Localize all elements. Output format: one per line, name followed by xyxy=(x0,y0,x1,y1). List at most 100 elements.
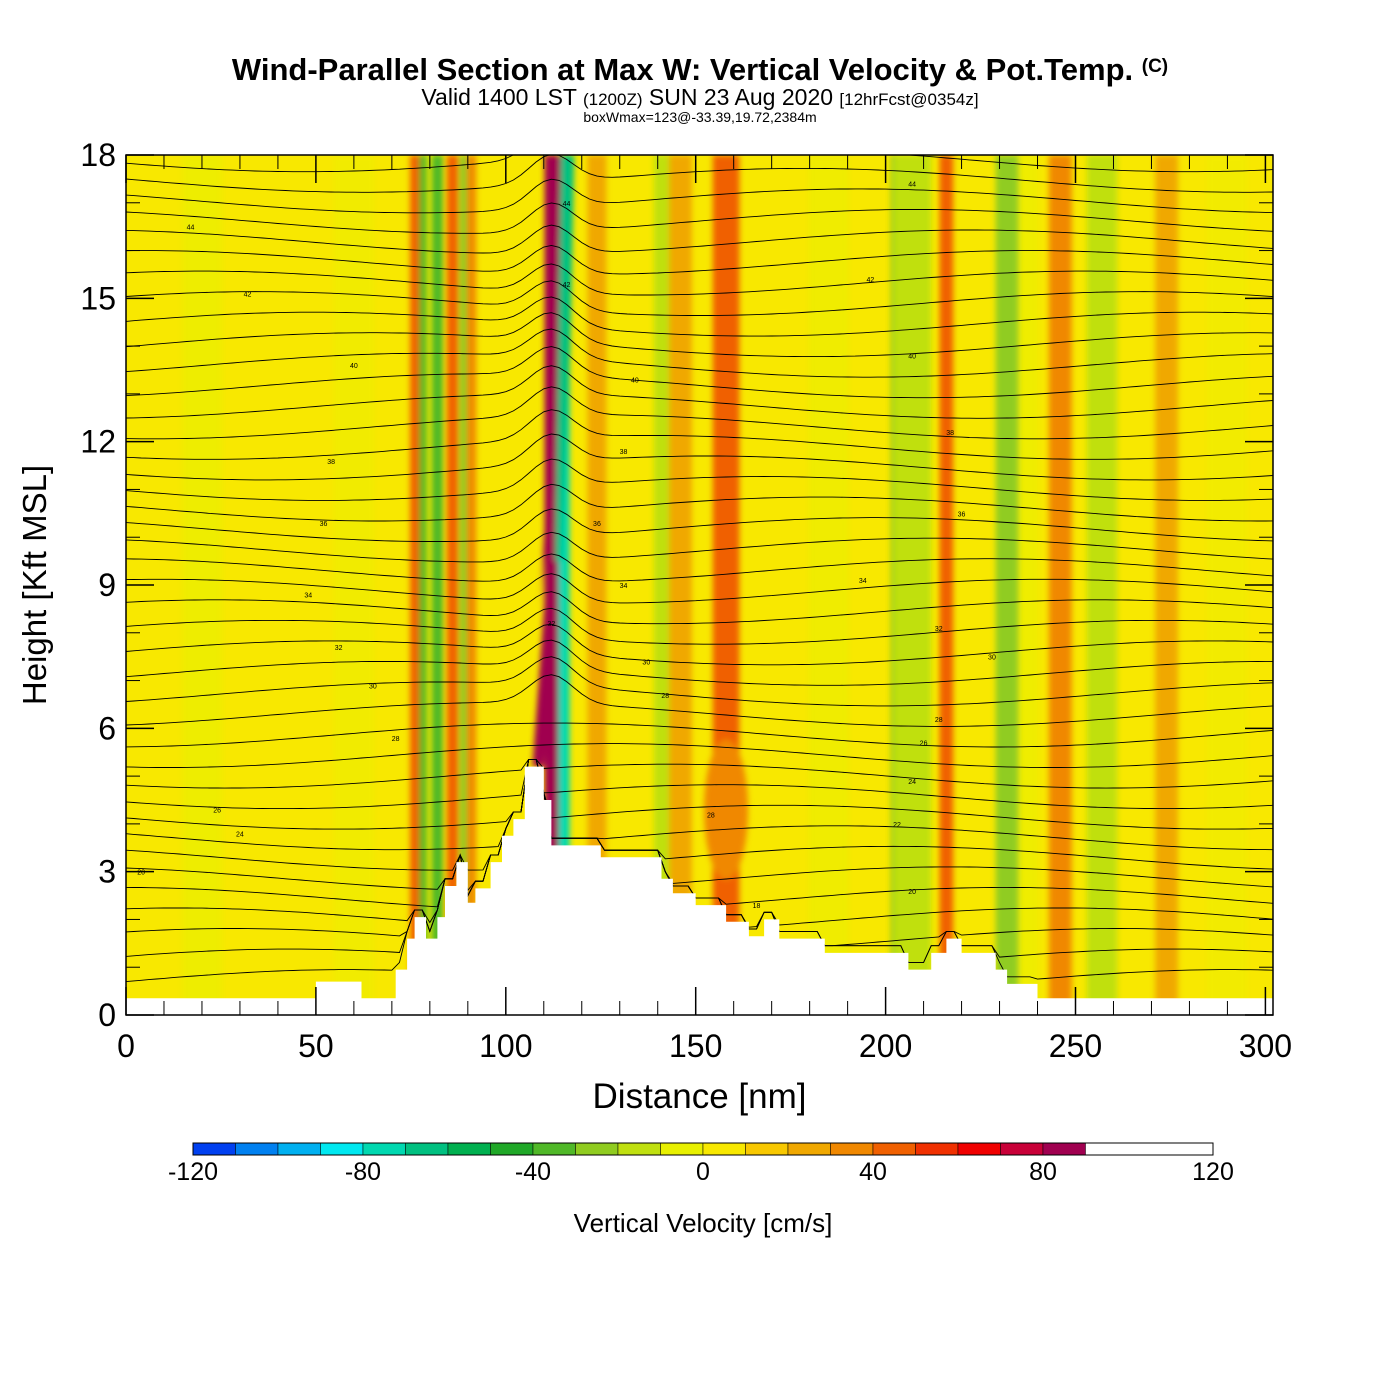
theta-contour-line xyxy=(126,433,1273,481)
colorbar-swatch xyxy=(1042,1142,1086,1156)
contour-label: 42 xyxy=(563,282,571,289)
y-tick-label: 9 xyxy=(98,567,116,603)
contour-label: 32 xyxy=(547,621,555,628)
colorbar-swatch xyxy=(362,1142,406,1156)
contour-label: 28 xyxy=(392,736,400,743)
updraft-band xyxy=(410,155,420,1015)
colorbar-tick-label: -120 xyxy=(168,1158,218,1186)
contour-label: 44 xyxy=(187,225,195,232)
y-tick-label: 12 xyxy=(80,424,116,460)
theta-contour-line xyxy=(126,365,1273,419)
theta-contour-line xyxy=(126,758,1273,810)
contour-label: 42 xyxy=(867,277,875,284)
theta-contour-line xyxy=(126,483,1273,522)
colorbar-label: Vertical Velocity [cm/s] xyxy=(574,1208,833,1238)
colorbar-swatch xyxy=(745,1142,789,1156)
theta-contour-line xyxy=(126,758,1273,871)
downdraft-band xyxy=(417,155,427,1015)
y-tick-label: 6 xyxy=(98,710,116,746)
theta-contour-line xyxy=(126,508,1273,542)
downdraft-band xyxy=(431,155,444,1015)
theta-contour-line xyxy=(126,280,1273,316)
colorbar-tick-label: -80 xyxy=(345,1158,381,1186)
contour-label: 28 xyxy=(661,693,669,700)
theta-contour-line xyxy=(126,591,1273,625)
colorbar-swatch xyxy=(235,1142,279,1156)
theta-contour-line xyxy=(126,409,1273,460)
contour-label: 42 xyxy=(244,292,252,299)
velocity-bands xyxy=(181,155,1248,1015)
colorbar-swatch xyxy=(660,1142,704,1156)
x-tick-label: 250 xyxy=(1049,1028,1102,1064)
terrain-mask xyxy=(126,766,1273,1015)
colorbar-tick-label: 40 xyxy=(859,1158,887,1186)
contour-label: 32 xyxy=(335,645,343,652)
contour-label: 24 xyxy=(908,779,916,786)
colorbar-tick-label: 80 xyxy=(1029,1158,1057,1186)
updraft-band xyxy=(939,155,954,1015)
theta-contour-line xyxy=(126,758,1273,789)
theta-contour-line xyxy=(126,758,1273,908)
terrain xyxy=(126,766,1273,1015)
contour-label: 22 xyxy=(893,822,901,829)
y-tick-label: 0 xyxy=(98,997,116,1033)
contour-label: 40 xyxy=(631,378,639,385)
theta-contour-line xyxy=(126,553,1273,582)
theta-contour-line xyxy=(126,573,1273,604)
core-updraft-max xyxy=(539,155,556,609)
theta-contour-line xyxy=(126,758,1273,851)
theta-contour-line xyxy=(126,674,1273,727)
contour-label: 40 xyxy=(350,363,358,370)
theta-contour-line xyxy=(126,296,1273,337)
contour-label: 18 xyxy=(753,903,761,910)
theta-contour-line xyxy=(126,328,1273,378)
colorbar-swatch xyxy=(575,1142,619,1156)
colorbar-tick-label: 120 xyxy=(1192,1158,1234,1186)
contour-label: 30 xyxy=(642,659,650,666)
colorbar-swatch xyxy=(447,1142,491,1156)
theta-contour-line xyxy=(126,202,1273,234)
x-tick-label: 50 xyxy=(298,1028,334,1064)
weak-downdraft-region xyxy=(1207,155,1248,1015)
theta-contour-line xyxy=(126,155,1273,173)
colorbar-frame xyxy=(192,1142,1214,1156)
theta-contour-line xyxy=(126,743,1273,768)
x-tick-label: 200 xyxy=(859,1028,912,1064)
copyright-mark: (C) xyxy=(1141,56,1169,77)
theta-contour-line xyxy=(126,386,1273,440)
colorbar-swatch xyxy=(490,1142,534,1156)
x-tick-label: 300 xyxy=(1239,1028,1292,1064)
velocity-field xyxy=(126,155,1273,1015)
weak-downdraft-region xyxy=(808,155,849,1015)
x-axis-label: Distance [nm] xyxy=(593,1077,807,1116)
core-downdraft xyxy=(555,155,575,562)
x-tick-label: 100 xyxy=(479,1028,532,1064)
theta-contour-line xyxy=(126,458,1273,501)
contour-label: 28 xyxy=(935,717,943,724)
theta-contour-line xyxy=(126,312,1273,358)
downdraft-band xyxy=(1086,155,1118,1015)
theta-contour-line xyxy=(126,155,1273,193)
contour-label: 40 xyxy=(908,354,916,361)
contour-label: 36 xyxy=(958,511,966,518)
theta-contour-line xyxy=(126,722,1273,748)
colorbar-swatch xyxy=(320,1142,364,1156)
contour-label: 44 xyxy=(563,201,571,208)
colorbar-swatch xyxy=(617,1142,661,1156)
colorbar-swatch xyxy=(1000,1142,1044,1156)
theta-contour-line xyxy=(126,607,1273,645)
x-tick-label: 0 xyxy=(117,1028,135,1064)
forecast-note: [12hrFcst@0354z] xyxy=(839,90,979,109)
theta-contour-line xyxy=(126,224,1273,254)
contour-label: 36 xyxy=(593,521,601,528)
contour-label: 20 xyxy=(908,889,916,896)
weak-downdraft-region xyxy=(333,155,374,1015)
updraft-band xyxy=(1155,155,1179,1015)
valid-time-line: Valid 1400 LST (1200Z) SUN 23 Aug 2020 [… xyxy=(0,84,1400,111)
contour-label: 20 xyxy=(137,870,145,877)
contour-label: 32 xyxy=(935,626,943,633)
contour-label: 24 xyxy=(236,831,244,838)
downdraft-band xyxy=(995,155,1019,1015)
contour-label: 34 xyxy=(859,578,867,585)
